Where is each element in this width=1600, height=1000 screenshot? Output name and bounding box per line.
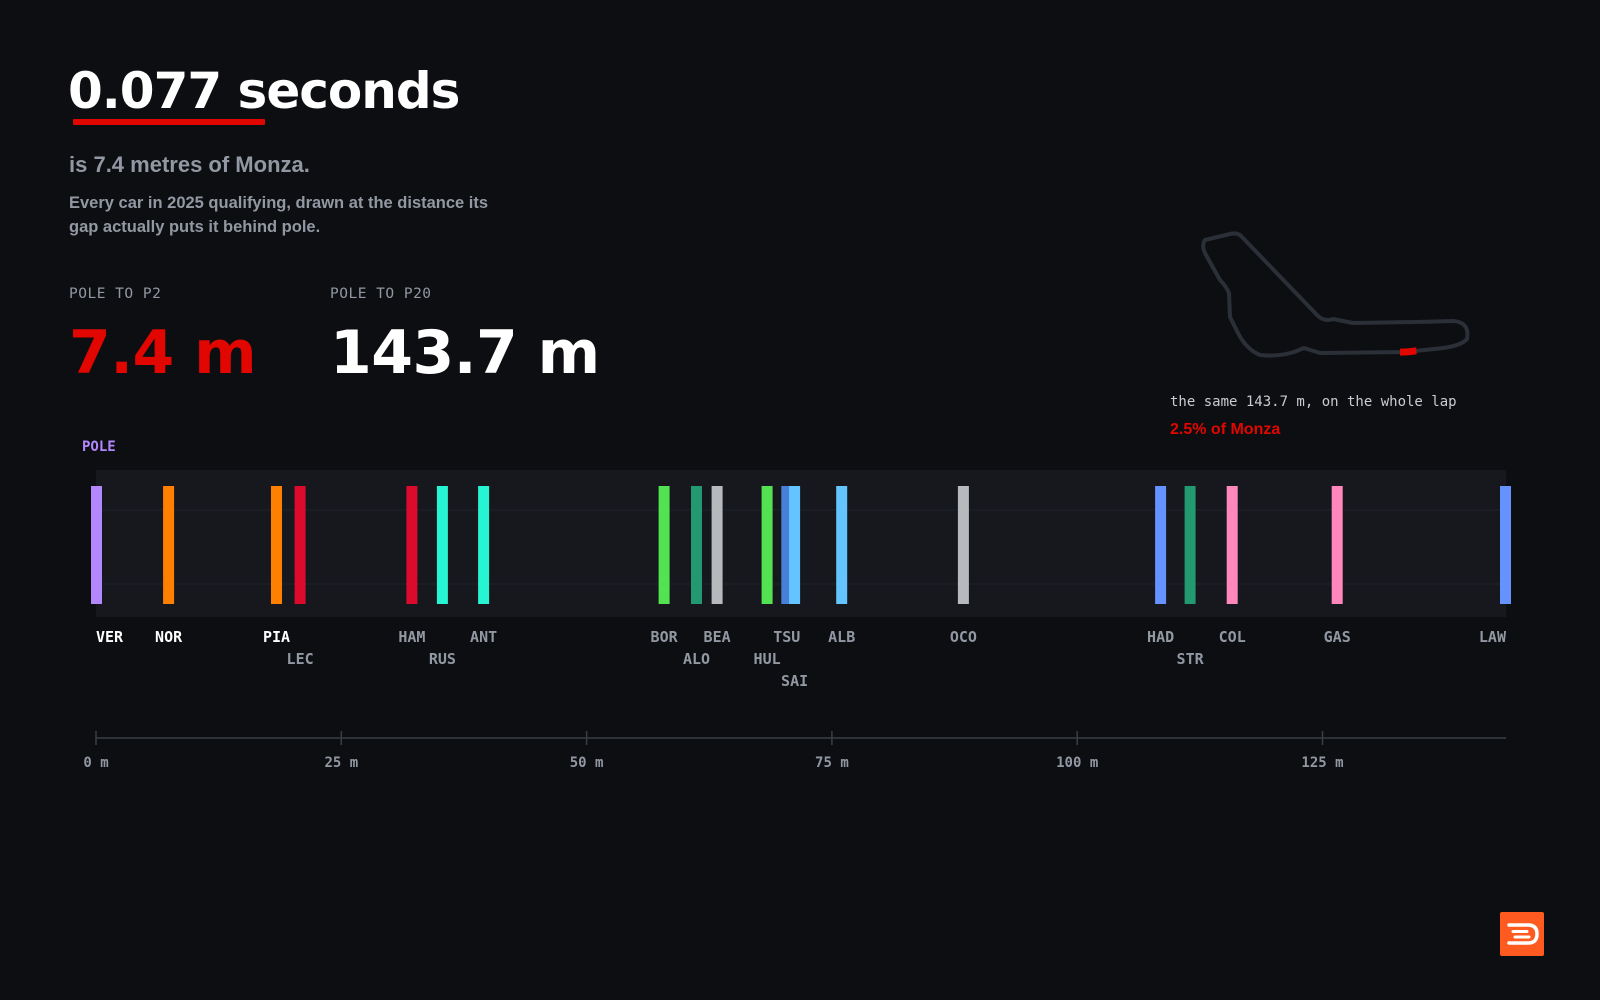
pole-to-p2-label: POLE TO P2 [69,286,162,302]
track-percent: 2.5% of Monza [1170,421,1281,438]
pole-to-p20-value: 143.7 m [330,318,600,388]
driver-label-tsu: TSU [773,628,800,646]
x-tick-label: 75 m [815,755,849,771]
driver-bar-tsu [781,486,793,604]
x-tick-label: 100 m [1056,755,1098,771]
pole-to-p20-label: POLE TO P20 [330,286,432,302]
driver-bar-str [1184,486,1196,604]
chart-band [96,470,1506,617]
driver-label-sai: SAI [781,672,808,690]
pole-to-p2-value: 7.4 m [69,318,257,388]
driver-bar-rus [436,486,448,604]
driver-bar-alb [836,486,848,604]
track-caption: the same 143.7 m, on the whole lap [1170,394,1457,410]
driver-bar-alo [691,486,702,604]
driver-bar-ant [478,486,490,604]
driver-label-ver: VER [96,628,124,646]
driver-bar-ver [91,486,102,604]
track-highlight-segment [1400,347,1417,356]
x-tick-label: 25 m [324,755,358,771]
driver-bar-sai [789,486,801,604]
driver-bar-pia [271,486,282,604]
brand-logo [1500,912,1544,956]
pole-label: POLE [82,439,116,455]
driver-label-gas: GAS [1324,628,1351,646]
driver-label-alb: ALB [828,628,855,646]
driver-bar-hul [761,486,773,604]
brand-logo-icon [1507,923,1539,945]
description: Every car in 2025 qualifying, drawn at t… [69,194,489,236]
driver-label-lec: LEC [287,650,314,668]
driver-bar-had [1155,486,1167,604]
hero-title: 0.077 seconds [68,62,460,120]
driver-bar-nor [163,486,175,604]
x-tick-label: 0 m [83,755,108,771]
driver-label-str: STR [1177,650,1205,668]
x-tick-label: 125 m [1301,755,1343,771]
driver-label-nor: NOR [155,628,183,646]
monza-track-map [1201,231,1470,358]
driver-label-ant: ANT [470,628,497,646]
track-outline [1201,231,1470,358]
driver-label-had: HAD [1147,628,1174,646]
driver-bar-gas [1331,486,1343,604]
driver-label-law: LAW [1479,628,1507,646]
x-tick-label: 50 m [570,755,604,771]
subtitle: is 7.4 metres of Monza. [69,152,310,177]
driver-bar-oco [957,486,969,604]
driver-label-col: COL [1219,628,1246,646]
driver-label-pia: PIA [263,628,290,646]
hero-underline [73,119,265,125]
driver-bar-lec [294,486,306,604]
driver-label-alo: ALO [683,650,710,668]
driver-bar-bor [658,486,670,604]
driver-label-bor: BOR [651,628,679,646]
driver-bar-col [1226,486,1238,604]
driver-label-oco: OCO [950,628,977,646]
driver-label-ham: HAM [398,628,425,646]
driver-bar-bea [711,486,723,604]
driver-label-rus: RUS [429,650,456,668]
driver-bar-ham [406,486,418,604]
driver-label-hul: HUL [754,650,781,668]
driver-label-bea: BEA [704,628,731,646]
driver-bar-law [1500,486,1511,604]
